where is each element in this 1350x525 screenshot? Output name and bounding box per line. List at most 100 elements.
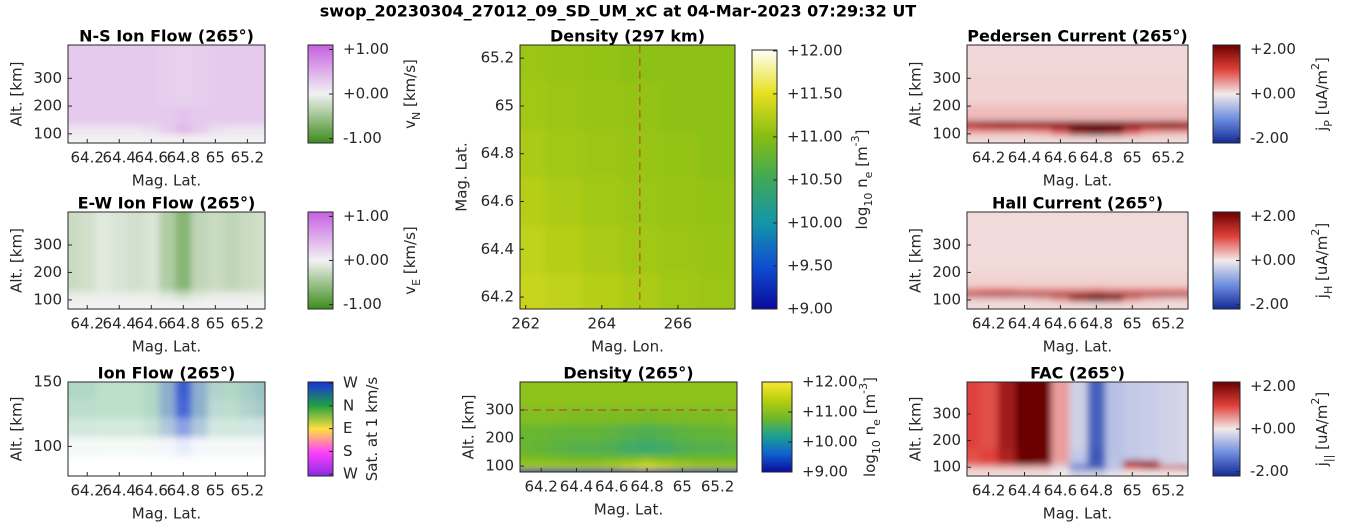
cell — [1159, 459, 1178, 466]
cell — [1159, 465, 1178, 470]
cell — [1177, 301, 1188, 309]
cell — [175, 398, 192, 418]
cell — [175, 456, 192, 476]
cell — [1033, 74, 1052, 106]
cell — [111, 436, 128, 457]
cell — [1087, 448, 1106, 461]
cell — [997, 296, 1017, 302]
cell — [979, 240, 999, 272]
cell — [255, 272, 265, 292]
cell — [673, 462, 692, 467]
cell — [143, 436, 160, 457]
cell — [544, 82, 584, 131]
cell — [532, 424, 551, 442]
cell — [658, 177, 698, 226]
x-tick-label: 64.8 — [167, 315, 200, 333]
cell — [111, 106, 128, 126]
cell — [143, 417, 160, 438]
cell — [1105, 459, 1124, 466]
cell — [520, 454, 533, 464]
cell — [175, 299, 192, 309]
cell — [207, 436, 224, 457]
cell — [1087, 45, 1106, 75]
cell — [1069, 292, 1088, 297]
cell — [1051, 240, 1070, 272]
panel-title: Ion Flow (265°) — [98, 364, 236, 383]
cell — [1015, 465, 1034, 470]
cell — [68, 45, 80, 76]
cell — [1015, 292, 1034, 297]
heatmap — [68, 45, 265, 143]
cell — [997, 120, 1017, 127]
heatmap — [967, 382, 1188, 476]
cell — [1015, 126, 1034, 131]
cell — [68, 74, 80, 107]
cell — [1105, 465, 1124, 470]
cell — [159, 456, 176, 476]
cell — [1159, 212, 1178, 242]
cell — [967, 427, 981, 450]
cell — [1159, 240, 1178, 272]
cell — [582, 129, 622, 179]
cell — [111, 133, 128, 143]
x-tick-label: 65.2 — [231, 149, 264, 167]
cell — [1123, 401, 1142, 428]
cell — [1105, 271, 1124, 288]
cell — [1177, 292, 1188, 297]
cell — [997, 286, 1017, 293]
cell — [1069, 286, 1088, 293]
y-tick-label: 200 — [33, 97, 62, 115]
cell — [1033, 301, 1052, 309]
cell — [549, 466, 569, 470]
cell — [255, 417, 265, 438]
cell — [1069, 45, 1088, 75]
cell — [620, 454, 639, 464]
cell — [979, 382, 999, 403]
colorbar-tick-label: +10.50 — [787, 170, 843, 188]
cell — [1033, 126, 1052, 131]
cell — [127, 133, 144, 143]
cell — [1105, 401, 1124, 428]
cell — [255, 212, 265, 243]
x-tick-label: 64.8 — [1080, 315, 1113, 333]
cell — [111, 124, 128, 135]
cell — [143, 398, 160, 418]
cell — [159, 74, 176, 107]
figure-title: swop_20230304_27012_09_SD_UM_xC at 04-Ma… — [320, 2, 917, 21]
x-axis-label: Mag. Lon. — [591, 338, 664, 356]
cell — [1105, 126, 1124, 131]
x-tick-label: 65.2 — [231, 315, 264, 333]
cells — [68, 212, 265, 309]
cell — [255, 74, 265, 107]
cell — [1159, 448, 1178, 461]
y-tick-label: 100 — [932, 124, 961, 142]
heatmap — [967, 45, 1188, 143]
x-tick-label: 64.2 — [972, 149, 1005, 167]
cell — [1015, 120, 1034, 127]
cell — [696, 45, 735, 83]
colorbar-tick-label: +0.00 — [343, 251, 389, 269]
x-tick-label: 65.2 — [231, 482, 264, 500]
cell — [1069, 459, 1088, 466]
cell — [1033, 271, 1052, 288]
cell — [967, 286, 981, 293]
cell — [1123, 296, 1142, 302]
cell — [68, 133, 80, 143]
cell — [967, 301, 981, 309]
cell — [239, 382, 256, 399]
x-axis-label: Mag. Lat. — [594, 501, 663, 519]
cell — [1105, 286, 1124, 293]
cell — [1033, 401, 1052, 428]
cell — [979, 130, 999, 136]
x-tick-label: 264 — [587, 315, 616, 333]
cell — [223, 45, 240, 76]
cell — [1015, 104, 1034, 122]
cell — [567, 462, 586, 467]
cell — [549, 454, 569, 464]
cell — [1015, 448, 1034, 461]
cell — [602, 466, 622, 470]
cell — [708, 382, 727, 393]
colorbar-tick-label: -2.00 — [1250, 129, 1289, 147]
cell — [207, 45, 224, 76]
cell — [1015, 459, 1034, 466]
